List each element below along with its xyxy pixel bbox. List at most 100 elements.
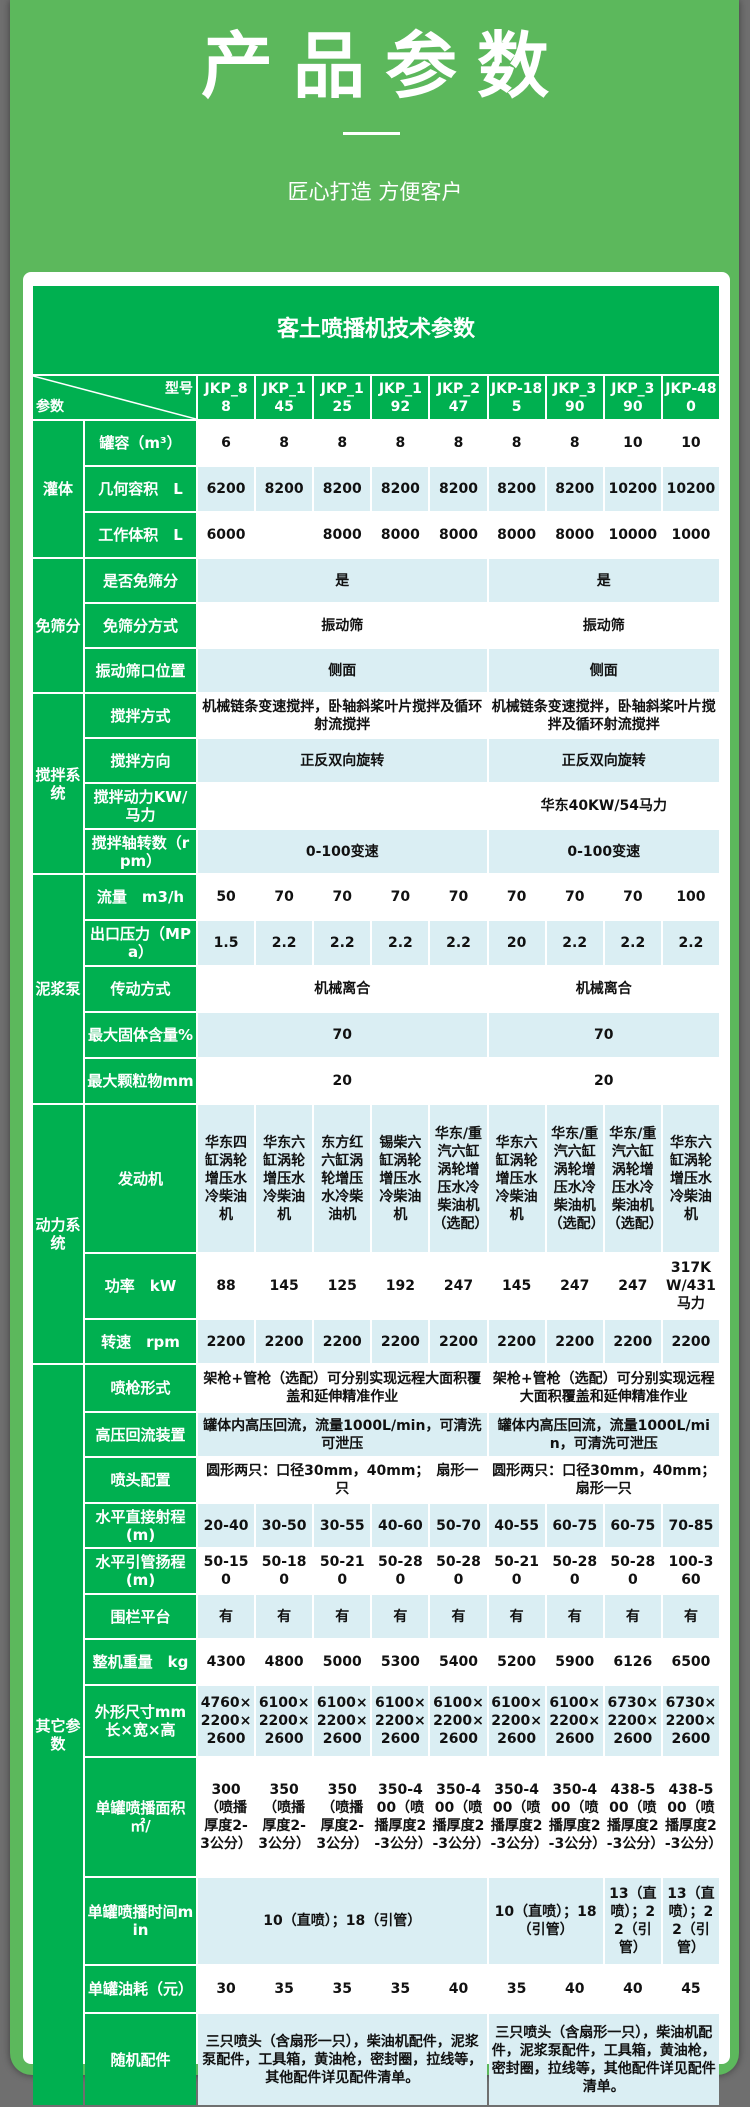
value-cell: 6100×2200×2600 xyxy=(314,1686,371,1756)
value-cell: 6100×2200×2600 xyxy=(256,1686,313,1756)
value-cell: 是 xyxy=(488,559,719,602)
value-cell: 2.2 xyxy=(314,921,371,965)
param-label: 搅拌轴转数（rpm） xyxy=(85,830,196,873)
value-cell: 40 xyxy=(604,1966,661,2012)
param-label: 水平直接射程(m) xyxy=(85,1504,196,1547)
value-cell: 2.2 xyxy=(430,921,487,965)
value-cell: 2.2 xyxy=(546,921,603,965)
value-cell: 35 xyxy=(314,1966,371,2012)
value-cell: 2200 xyxy=(546,1320,603,1363)
value-cell: 125 xyxy=(314,1254,371,1318)
value-cell: 机械离合 xyxy=(198,967,487,1011)
value-cell: 50-210 xyxy=(488,1549,545,1593)
value-cell: 8 xyxy=(314,421,371,465)
model-header: JKP-185 xyxy=(488,376,545,419)
param-label: 搅拌动力KW/马力 xyxy=(85,784,196,828)
table-row: 最大固体含量% 70 70 xyxy=(33,1013,719,1057)
value-cell: 2200 xyxy=(314,1320,371,1363)
table-row: 整机重量 kg 4300 4800 5000 5300 5400 5200 5900 6126 6… xyxy=(33,1640,719,1684)
value-cell: 有 xyxy=(256,1595,313,1638)
value-cell: 华东六缸涡轮增压水冷柴油机 xyxy=(256,1105,313,1252)
value-cell: 8000 xyxy=(488,513,545,557)
value-cell: 5000 xyxy=(314,1640,371,1684)
value-cell: 华东40KW/54马力 xyxy=(488,784,719,828)
table-row: 动力系统 发动机 华东四缸涡轮增压水冷柴油机 华东六缸涡轮增压水冷柴油机 东方红六缸涡轮… xyxy=(33,1105,719,1363)
value-cell: 8200 xyxy=(488,467,545,511)
group-label: 免筛分 xyxy=(33,559,83,692)
value-cell: 88 xyxy=(198,1254,255,1318)
value-cell xyxy=(256,513,313,557)
value-cell xyxy=(198,784,487,828)
value-cell: 247 xyxy=(546,1254,603,1318)
value-cell: 2.2 xyxy=(604,921,661,965)
table-title: 客土喷播机技术参数 xyxy=(33,286,719,374)
value-cell: 正反双向旋转 xyxy=(488,739,719,782)
table-row: 其它参数 喷枪形式 架枪+管枪（选配）可分别实现远程大面积覆盖和延伸精准作业 架枪+管… xyxy=(33,1365,719,2105)
param-label: 外形尺寸mm 长×宽×高 xyxy=(85,1686,196,1756)
diagonal-line xyxy=(33,376,196,419)
param-label: 高压回流装置 xyxy=(85,1413,196,1456)
value-cell: 35 xyxy=(372,1966,429,2012)
value-cell: 350-400（喷播厚度2-3公分） xyxy=(546,1758,603,1876)
value-cell: 20 xyxy=(488,1059,719,1103)
param-label: 转速 rpm xyxy=(85,1320,196,1363)
value-cell: 300（喷播厚度2-3公分） xyxy=(198,1758,255,1876)
value-cell: 5900 xyxy=(546,1640,603,1684)
value-cell: 438-500（喷播厚度2-3公分） xyxy=(662,1758,719,1876)
value-cell: 5200 xyxy=(488,1640,545,1684)
corner-header: 型号 参数 xyxy=(33,376,196,419)
param-label: 流量 m3/h xyxy=(85,875,196,919)
table-row: 水平引管扬程(m) 50-150 50-180 50-210 50-280 50-280 5… xyxy=(33,1549,719,1593)
param-label: 免筛分方式 xyxy=(85,604,196,647)
param-label: 最大固体含量% xyxy=(85,1013,196,1057)
value-cell: 10200 xyxy=(662,467,719,511)
value-cell: 10000 xyxy=(604,513,661,557)
param-label: 单罐喷播时间min xyxy=(85,1878,196,1964)
value-cell: 1000 xyxy=(662,513,719,557)
value-cell: 8200 xyxy=(546,467,603,511)
value-cell: 50-150 xyxy=(198,1549,255,1593)
value-cell: 10（直喷）；18（引管） xyxy=(198,1878,487,1964)
value-cell: 8200 xyxy=(372,467,429,511)
value-cell: 有 xyxy=(430,1595,487,1638)
value-cell: 8 xyxy=(430,421,487,465)
table-row: 围栏平台有有有有有有有有有 xyxy=(33,1595,719,1638)
value-cell: 8000 xyxy=(430,513,487,557)
table-row: 免筛分方式 振动筛 振动筛 xyxy=(33,604,719,647)
value-cell: 华东四缸涡轮增压水冷柴油机 xyxy=(198,1105,255,1252)
value-cell: 40 xyxy=(430,1966,487,2012)
table-row: 传动方式 机械离合 机械离合 xyxy=(33,967,719,1011)
value-cell: 4760×2200×2600 xyxy=(198,1686,255,1756)
table-row: 最大颗粒物mm 20 20 xyxy=(33,1059,719,1103)
value-cell: 70 xyxy=(604,875,661,919)
value-cell: 2200 xyxy=(430,1320,487,1363)
value-cell: 8000 xyxy=(314,513,371,557)
table-row: 工作体积 L 6000 8000 8000 8000 8000 8000 10000 1000 xyxy=(33,513,719,557)
value-cell: 6730×2200×2600 xyxy=(604,1686,661,1756)
value-cell: 40-55 xyxy=(488,1504,545,1547)
value-cell: 35 xyxy=(256,1966,313,2012)
table-row: 搅拌方向 正反双向旋转 正反双向旋转 xyxy=(33,739,719,782)
param-label: 围栏平台 xyxy=(85,1595,196,1638)
value-cell: 438-500（喷播厚度2-3公分） xyxy=(604,1758,661,1876)
value-cell: 侧面 xyxy=(488,649,719,692)
value-cell: 8200 xyxy=(256,467,313,511)
value-cell: 有 xyxy=(546,1595,603,1638)
value-cell: 6126 xyxy=(604,1640,661,1684)
value-cell: 8 xyxy=(488,421,545,465)
value-cell: 华东六缸涡轮增压水冷柴油机 xyxy=(662,1105,719,1252)
param-label: 传动方式 xyxy=(85,967,196,1011)
table-row: 喷头配置 圆形两只：口径30mm，40mm； 扇形一只 圆形两只：口径30mm，40… xyxy=(33,1458,719,1502)
value-cell: 6100×2200×2600 xyxy=(488,1686,545,1756)
table-row: 搅拌轴转数（rpm） 0-100变速 0-100变速 xyxy=(33,830,719,873)
param-label: 出口压力（MPa） xyxy=(85,921,196,965)
value-cell: 40 xyxy=(546,1966,603,2012)
value-cell: 145 xyxy=(256,1254,313,1318)
value-cell: 8000 xyxy=(372,513,429,557)
value-cell: 华东/重汽六缸涡轮增压水冷柴油机（选配） xyxy=(430,1105,487,1252)
param-label: 最大颗粒物mm xyxy=(85,1059,196,1103)
param-label: 振动筛口位置 xyxy=(85,649,196,692)
table-row: 出口压力（MPa） 1.5 2.2 2.2 2.2 2.2 20 2.2 2.2 2.2 xyxy=(33,921,719,965)
table-row: 免筛分 是否免筛分是是 xyxy=(33,559,719,692)
value-cell: 70 xyxy=(372,875,429,919)
